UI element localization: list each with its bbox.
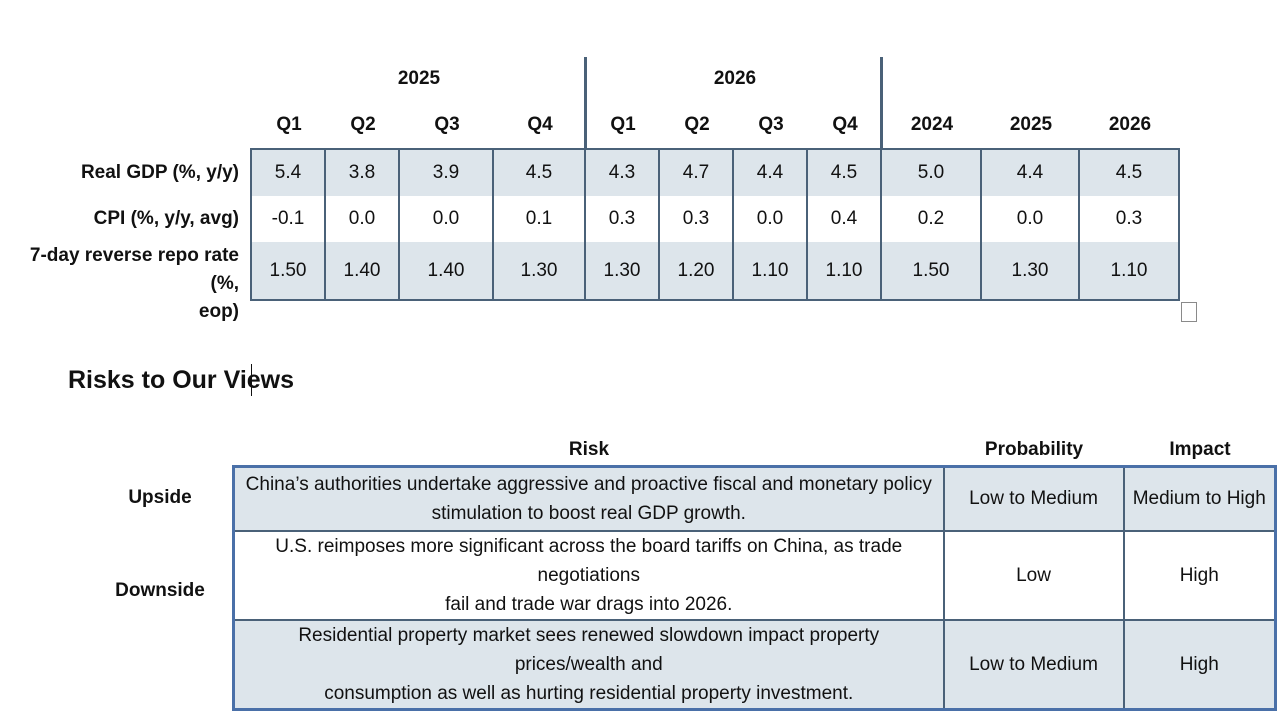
risk-column-header: Risk — [568, 439, 610, 460]
table-cell: 4.4 — [980, 149, 1080, 196]
table-cell: 5.4 — [250, 149, 326, 196]
year-header-2025: 2025 — [397, 68, 441, 89]
table-cell: 1.10 — [1078, 242, 1180, 300]
risk-text-line: fail and trade war drags into 2026. — [445, 593, 733, 615]
column-header: 2024 — [910, 114, 954, 135]
column-header: Q3 — [434, 114, 460, 135]
table-cell: 0.4 — [806, 196, 882, 242]
table-cell: -0.1 — [250, 196, 326, 242]
table-cell: 0.2 — [880, 196, 982, 242]
table-cell: 4.4 — [732, 149, 808, 196]
column-header: 2025 — [1009, 114, 1053, 135]
row-label-real-gdp: Real GDP (%, y/y) — [80, 162, 239, 183]
risks-table: China’s authorities undertake aggressive… — [232, 465, 1277, 711]
probability-cell: Low to Medium — [942, 618, 1125, 710]
impact-cell: Medium to High — [1122, 465, 1277, 532]
impact-cell: High — [1122, 529, 1277, 621]
row-label-line: eop) — [198, 301, 239, 322]
table-cell: 4.5 — [806, 149, 882, 196]
table-cell: 0.3 — [584, 196, 660, 242]
table-cell: 0.1 — [492, 196, 586, 242]
table-row: Residential property market sees renewed… — [232, 618, 1277, 710]
column-header: Q2 — [684, 114, 710, 135]
column-header: Q2 — [350, 114, 376, 135]
probability-column-header: Probability — [984, 439, 1084, 460]
table-cell: 1.30 — [980, 242, 1080, 300]
table-row: -0.1 0.0 0.0 0.1 0.3 0.3 0.0 0.4 0.2 0.0… — [250, 196, 1180, 242]
column-header: Q3 — [758, 114, 784, 135]
probability-cell: Low to Medium — [942, 465, 1125, 532]
table-cell: 4.5 — [492, 149, 586, 196]
forecast-table: 5.4 3.8 3.9 4.5 4.3 4.7 4.4 4.5 5.0 4.4 … — [250, 148, 1180, 301]
table-cell: 4.7 — [658, 149, 734, 196]
table-cell: 1.40 — [324, 242, 400, 300]
table-row: China’s authorities undertake aggressive… — [232, 465, 1277, 532]
table-cell: 1.30 — [584, 242, 660, 300]
risk-description: China’s authorities undertake aggressive… — [232, 465, 945, 532]
table-cell: 1.20 — [658, 242, 734, 300]
table-resize-handle[interactable] — [1181, 302, 1197, 322]
table-cell: 3.9 — [398, 149, 494, 196]
row-label-cpi: CPI (%, y/y, avg) — [93, 208, 239, 229]
risk-text-line: consumption as well as hurting residenti… — [324, 682, 854, 704]
row-label-repo-rate: 7-day reverse repo rate (%, eop) — [0, 242, 239, 326]
impact-column-header: Impact — [1169, 439, 1231, 460]
year-divider — [584, 57, 587, 149]
table-cell: 1.10 — [806, 242, 882, 300]
downside-label: Downside — [115, 580, 205, 601]
probability-cell: Low — [942, 529, 1125, 621]
table-cell: 1.40 — [398, 242, 494, 300]
upside-label: Upside — [128, 487, 192, 508]
column-header: Q1 — [610, 114, 636, 135]
table-row: U.S. reimposes more significant across t… — [232, 529, 1277, 621]
year-divider — [880, 57, 883, 149]
risk-description: Residential property market sees renewed… — [232, 618, 945, 710]
table-cell: 0.0 — [398, 196, 494, 242]
risk-text-line: China’s authorities undertake aggressive… — [245, 473, 932, 495]
section-title: Risks to Our Views — [68, 366, 295, 394]
text-cursor — [251, 364, 252, 396]
table-cell: 4.3 — [584, 149, 660, 196]
column-header: Q4 — [527, 114, 553, 135]
table-cell: 0.3 — [1078, 196, 1180, 242]
table-cell: 1.10 — [732, 242, 808, 300]
table-cell: 0.0 — [980, 196, 1080, 242]
row-label-line: 7-day reverse repo rate (%, — [29, 245, 239, 294]
table-row: 1.50 1.40 1.40 1.30 1.30 1.20 1.10 1.10 … — [250, 242, 1180, 300]
year-header-2026: 2026 — [713, 68, 757, 89]
column-header: Q4 — [832, 114, 858, 135]
table-cell: 3.8 — [324, 149, 400, 196]
impact-cell: High — [1122, 618, 1277, 710]
column-header: Q1 — [276, 114, 302, 135]
risk-text-line: U.S. reimposes more significant across t… — [275, 535, 903, 586]
table-cell: 0.3 — [658, 196, 734, 242]
table-cell: 5.0 — [880, 149, 982, 196]
table-cell: 1.50 — [250, 242, 326, 300]
column-header: 2026 — [1108, 114, 1152, 135]
table-cell: 0.0 — [732, 196, 808, 242]
table-cell: 1.30 — [492, 242, 586, 300]
table-cell: 4.5 — [1078, 149, 1180, 196]
risk-text-line: stimulation to boost real GDP growth. — [431, 502, 746, 524]
table-cell: 1.50 — [880, 242, 982, 300]
table-row: 5.4 3.8 3.9 4.5 4.3 4.7 4.4 4.5 5.0 4.4 … — [250, 149, 1180, 196]
risk-text-line: Residential property market sees renewed… — [298, 624, 880, 675]
risk-description: U.S. reimposes more significant across t… — [232, 529, 945, 621]
table-cell: 0.0 — [324, 196, 400, 242]
